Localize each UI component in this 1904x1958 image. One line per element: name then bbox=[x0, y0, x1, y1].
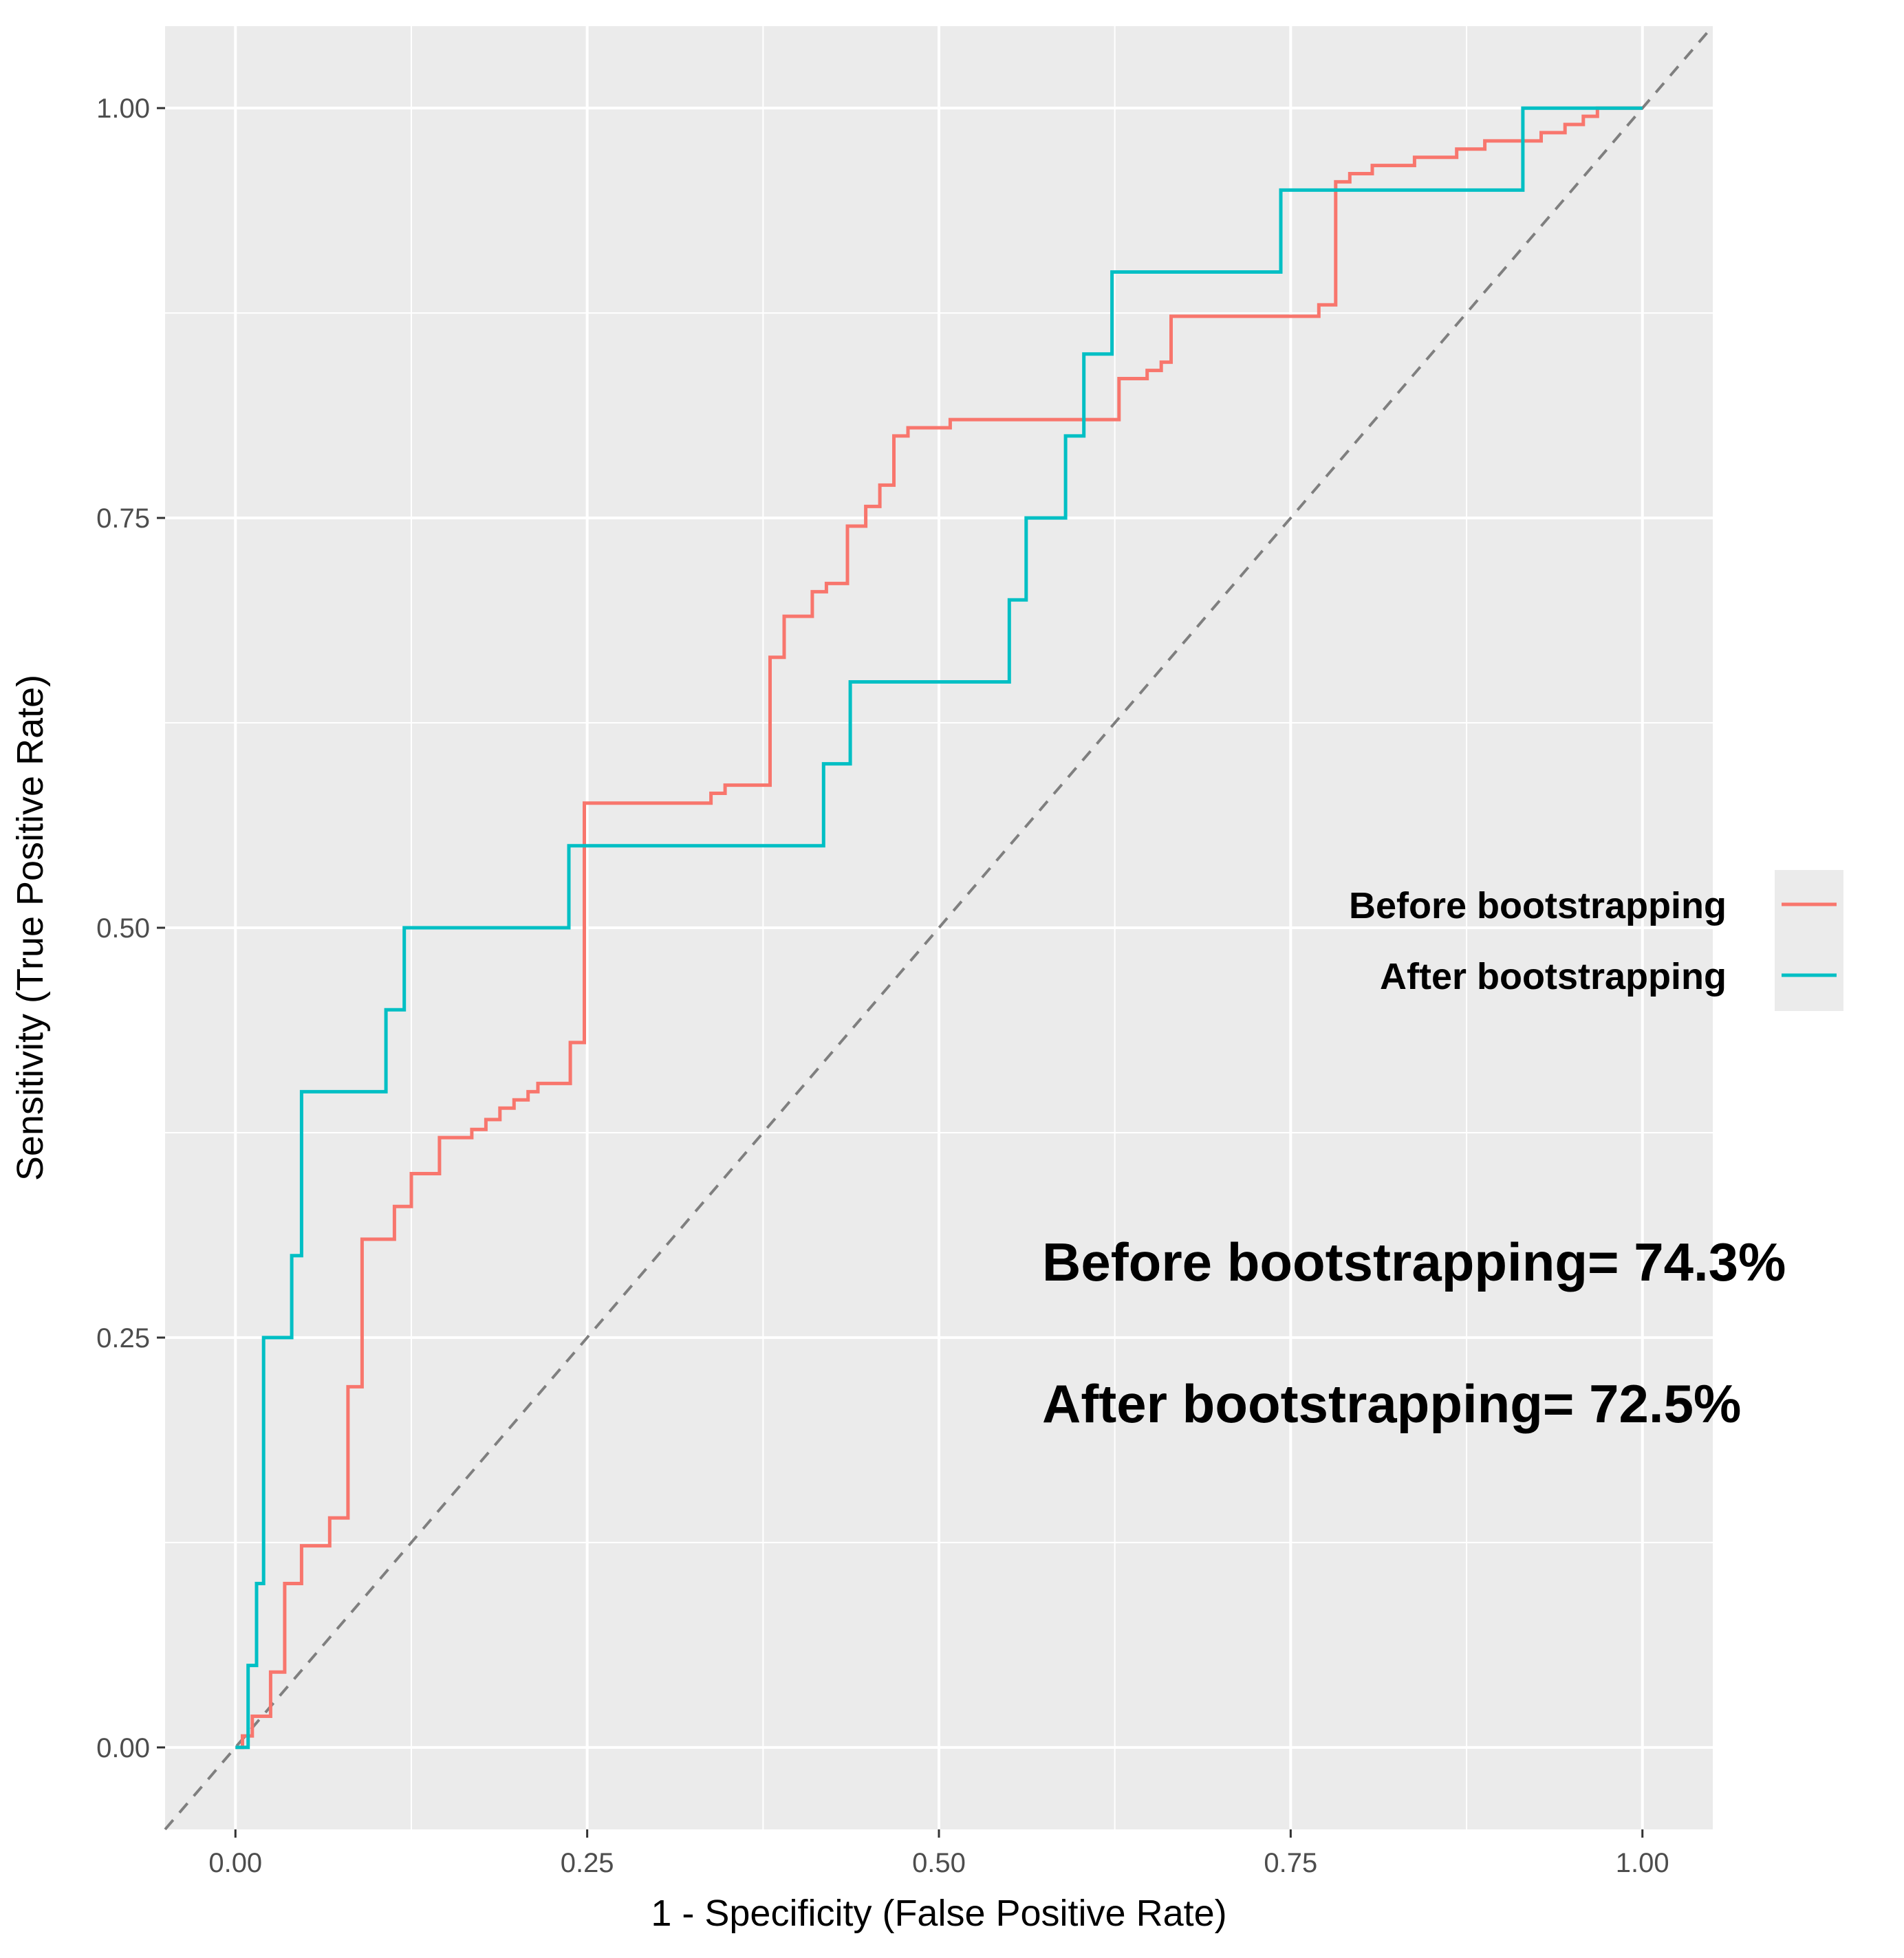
legend: Before bootstrapping After bootstrapping bbox=[1349, 870, 1843, 1011]
x-axis-ticks: 0.00 0.25 0.50 0.75 1.00 bbox=[208, 1829, 1669, 1878]
legend-label-after-bootstrapping: After bootstrapping bbox=[1380, 956, 1727, 997]
y-tick-label: 1.00 bbox=[96, 94, 150, 124]
x-tick-label: 0.75 bbox=[1264, 1848, 1317, 1878]
y-tick-label: 0.25 bbox=[96, 1323, 150, 1353]
major-gridlines bbox=[165, 26, 1713, 1829]
legend-label-before-bootstrapping: Before bootstrapping bbox=[1349, 885, 1727, 926]
auc-after-bootstrapping: After bootstrapping= 72.5% bbox=[1042, 1373, 1741, 1434]
x-tick-label: 1.00 bbox=[1616, 1848, 1669, 1878]
auc-before-bootstrapping: Before bootstrapping= 74.3% bbox=[1042, 1232, 1786, 1292]
series-layer bbox=[235, 106, 1643, 1750]
annotations: Before bootstrapping= 74.3% After bootstr… bbox=[1042, 1232, 1786, 1434]
x-tick-label: 0.00 bbox=[208, 1848, 262, 1878]
series-line-before-bootstrapping bbox=[235, 106, 1643, 1750]
x-axis-title: 1 - Specificity (False Positive Rate) bbox=[651, 1893, 1226, 1934]
y-tick-label: 0.00 bbox=[96, 1733, 150, 1763]
series-line-after-bootstrapping bbox=[235, 106, 1643, 1750]
x-tick-label: 0.25 bbox=[561, 1848, 614, 1878]
y-tick-label: 0.75 bbox=[96, 503, 150, 534]
y-axis-ticks: 0.00 0.25 0.50 0.75 1.00 bbox=[96, 94, 165, 1763]
y-tick-label: 0.50 bbox=[96, 913, 150, 944]
x-tick-label: 0.50 bbox=[912, 1848, 966, 1878]
legend-key-background bbox=[1775, 870, 1843, 1011]
y-axis-title: Sensitivity (True Positive Rate) bbox=[10, 675, 51, 1181]
